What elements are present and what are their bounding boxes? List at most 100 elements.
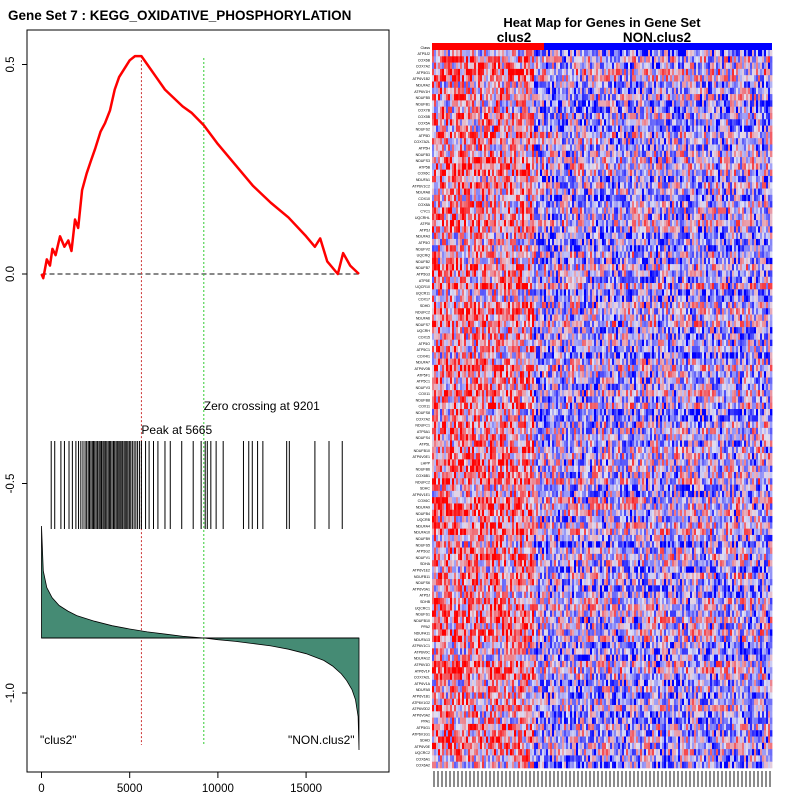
heatmap-cell	[440, 94, 443, 101]
heatmap-cell	[630, 106, 633, 114]
heatmap-cell	[514, 68, 517, 76]
heatmap-cell	[448, 81, 451, 89]
heatmap-cell	[532, 94, 535, 101]
heatmap-cell	[576, 62, 579, 70]
heatmap-cell	[582, 50, 585, 57]
heatmap-cell	[704, 100, 707, 107]
heatmap-cell	[456, 87, 459, 95]
heatmap-cell	[496, 75, 499, 82]
heatmap-cell	[546, 112, 549, 120]
heatmap-cell	[494, 112, 497, 120]
heatmap-cell	[680, 87, 683, 95]
heatmap-cell	[530, 75, 533, 82]
heatmap-cell	[606, 75, 609, 82]
heatmap-cell	[700, 112, 703, 120]
heatmap-cell	[546, 56, 549, 63]
heatmap-cell	[488, 75, 491, 82]
heatmap-cell	[436, 94, 439, 101]
heatmap-cell	[654, 100, 657, 107]
heatmap-cell	[478, 106, 481, 114]
heatmap-cell	[760, 75, 763, 82]
heatmap-cell	[584, 56, 587, 63]
heatmap-cell	[462, 112, 465, 120]
heatmap-cell	[472, 81, 475, 89]
hit-marks	[50, 441, 343, 529]
heatmap-cell	[502, 68, 505, 76]
heatmap-cell	[504, 106, 507, 114]
heatmap-cell	[498, 106, 501, 114]
heatmap-cell	[562, 75, 565, 82]
heatmap-cell	[546, 68, 549, 76]
heatmap-cell	[446, 75, 449, 82]
heatmap-cell	[700, 62, 703, 70]
heatmap-cell	[554, 100, 557, 107]
heatmap-cell	[484, 106, 487, 114]
heatmap-cell	[770, 194, 773, 202]
heatmap-cell	[724, 68, 727, 76]
heatmap-cell	[592, 87, 595, 95]
heatmap-cell	[722, 50, 725, 57]
heatmap-cell	[464, 56, 467, 63]
heatmap-cell	[482, 81, 485, 89]
heatmap-cell	[532, 56, 535, 63]
heatmap-cell	[656, 112, 659, 120]
heatmap-cell	[644, 106, 647, 114]
heatmap-cell	[484, 56, 487, 63]
heatmap-cell	[548, 62, 551, 70]
heatmap-cell	[540, 100, 543, 107]
heatmap-cell	[662, 87, 665, 95]
heatmap-cell	[682, 50, 685, 57]
heatmap-cell	[654, 56, 657, 63]
heatmap-cell	[514, 50, 517, 57]
heatmap-cell	[732, 56, 735, 63]
heatmap-cell	[510, 56, 513, 63]
heatmap-cell	[458, 62, 461, 70]
heatmap-cell	[470, 94, 473, 101]
heatmap-cell	[536, 87, 539, 95]
heatmap-cell	[500, 87, 503, 95]
heatmap-cell	[522, 56, 525, 63]
heatmap-cell	[760, 56, 763, 63]
heatmap-cell	[520, 62, 523, 70]
heatmap-cell	[600, 50, 603, 57]
heatmap-cell	[596, 68, 599, 76]
heatmap-cell	[572, 50, 575, 57]
heatmap-cell	[572, 87, 575, 95]
heatmap-cell	[654, 112, 657, 120]
heatmap-cell	[502, 81, 505, 89]
heatmap-cell	[434, 75, 437, 82]
heatmap-cell	[492, 68, 495, 76]
heatmap-cell	[668, 87, 671, 95]
heatmap-cell	[644, 56, 647, 63]
heatmap-cell	[476, 100, 479, 107]
heatmap-cell	[688, 75, 691, 82]
heatmap-cell	[582, 62, 585, 70]
heatmap-cell	[474, 87, 477, 95]
heatmap-cell	[652, 81, 655, 89]
heatmap-cell	[664, 68, 667, 76]
heatmap-cell	[576, 106, 579, 114]
heatmap-cell	[594, 106, 597, 114]
zero-crossing-label: Zero crossing at 9201	[204, 399, 320, 413]
heatmap-cell	[764, 50, 767, 57]
heatmap-cell	[590, 56, 593, 63]
heatmap-cell	[646, 81, 649, 89]
heatmap-cell	[556, 62, 559, 70]
heatmap-cell	[524, 81, 527, 89]
heatmap-cell	[598, 100, 601, 107]
heatmap-cell	[676, 68, 679, 76]
heatmap-cell	[498, 100, 501, 107]
heatmap-cell	[670, 56, 673, 63]
heatmap-cell	[608, 62, 611, 70]
heatmap-cell	[684, 68, 687, 76]
heatmap-cell	[492, 94, 495, 101]
heatmap-cell	[686, 100, 689, 107]
heatmap-cell	[702, 112, 705, 120]
heatmap-cell	[518, 75, 521, 82]
heatmap-cell	[770, 207, 773, 215]
heatmap-cell	[720, 75, 723, 82]
heatmap-cell	[482, 94, 485, 101]
heatmap-cell	[698, 56, 701, 63]
heatmap-cell	[738, 56, 741, 63]
heatmap-cell	[670, 81, 673, 89]
